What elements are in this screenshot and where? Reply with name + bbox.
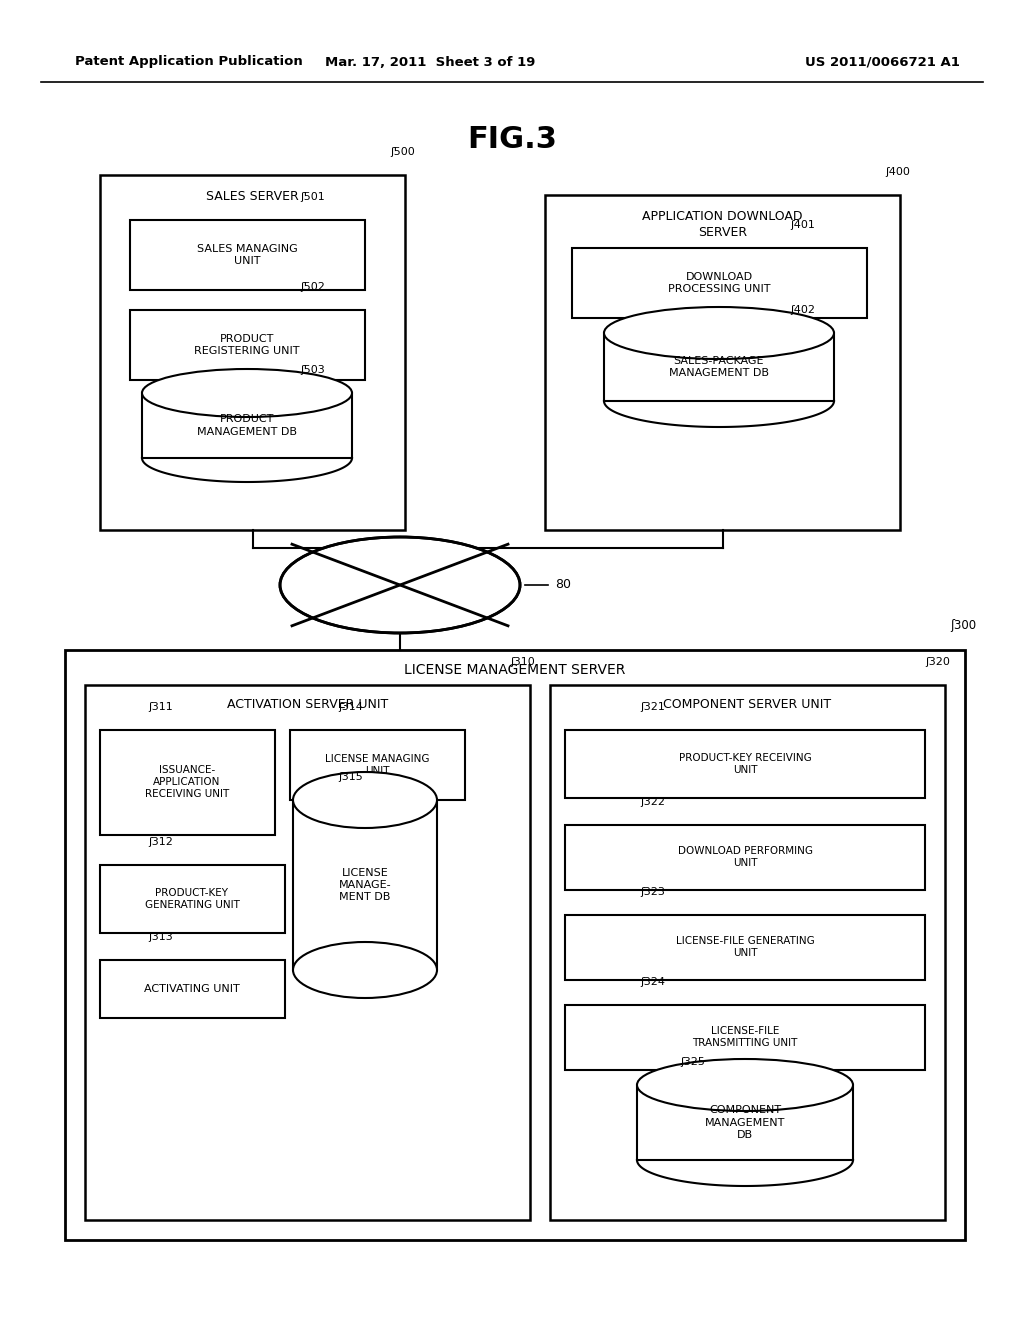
- Text: 80: 80: [555, 578, 571, 591]
- Text: Patent Application Publication: Patent Application Publication: [75, 55, 303, 69]
- Text: ʃ503: ʃ503: [300, 366, 325, 375]
- Text: LICENSE MANAGING
UNIT: LICENSE MANAGING UNIT: [325, 754, 429, 776]
- Text: COMPONENT
MANAGEMENT
DB: COMPONENT MANAGEMENT DB: [705, 1105, 785, 1140]
- Text: PRODUCT
MANAGEMENT DB: PRODUCT MANAGEMENT DB: [197, 414, 297, 437]
- Text: ISSUANCE-
APPLICATION
RECEIVING UNIT: ISSUANCE- APPLICATION RECEIVING UNIT: [144, 764, 229, 800]
- Ellipse shape: [637, 1059, 853, 1111]
- Text: FIG.3: FIG.3: [467, 125, 557, 154]
- Text: PRODUCT-KEY RECEIVING
UNIT: PRODUCT-KEY RECEIVING UNIT: [679, 752, 811, 775]
- Text: DOWNLOAD PERFORMING
UNIT: DOWNLOAD PERFORMING UNIT: [678, 846, 812, 869]
- Bar: [100, 865, 285, 933]
- Bar: [565, 1005, 925, 1071]
- Ellipse shape: [293, 772, 437, 828]
- Text: ʃ500: ʃ500: [390, 147, 415, 157]
- Bar: [565, 915, 925, 979]
- Text: Mar. 17, 2011  Sheet 3 of 19: Mar. 17, 2011 Sheet 3 of 19: [325, 55, 536, 69]
- Text: ʃ502: ʃ502: [300, 282, 325, 292]
- Text: PRODUCT-KEY
GENERATING UNIT: PRODUCT-KEY GENERATING UNIT: [144, 888, 240, 911]
- Text: ʃ320: ʃ320: [925, 657, 950, 667]
- Text: ʃ310: ʃ310: [510, 657, 535, 667]
- Text: ʃ323: ʃ323: [640, 887, 665, 898]
- Text: ACTIVATING UNIT: ACTIVATING UNIT: [144, 983, 240, 994]
- Bar: [293, 800, 437, 970]
- Text: ʃ312: ʃ312: [148, 837, 173, 847]
- Text: ʃ324: ʃ324: [640, 977, 665, 987]
- Ellipse shape: [293, 942, 437, 998]
- Bar: [572, 248, 867, 318]
- Bar: [130, 310, 365, 380]
- Bar: [565, 730, 925, 799]
- Bar: [65, 649, 965, 1239]
- Text: US 2011/0066721 A1: US 2011/0066721 A1: [805, 55, 961, 69]
- Text: LICENSE-FILE GENERATING
UNIT: LICENSE-FILE GENERATING UNIT: [676, 936, 814, 958]
- Text: PRODUCT
REGISTERING UNIT: PRODUCT REGISTERING UNIT: [195, 334, 300, 356]
- Text: ʃ501: ʃ501: [300, 191, 325, 202]
- Text: ʃ313: ʃ313: [148, 932, 173, 942]
- Text: LICENSE
MANAGE-
MENT DB: LICENSE MANAGE- MENT DB: [339, 867, 391, 903]
- Text: SALES-PACKAGE
MANAGEMENT DB: SALES-PACKAGE MANAGEMENT DB: [669, 356, 769, 379]
- Text: SALES SERVER: SALES SERVER: [206, 190, 299, 203]
- Bar: [100, 960, 285, 1018]
- Ellipse shape: [604, 308, 834, 359]
- Bar: [290, 730, 465, 800]
- Bar: [545, 195, 900, 531]
- Text: ʃ402: ʃ402: [790, 305, 815, 315]
- Text: ʃ325: ʃ325: [680, 1057, 705, 1067]
- Ellipse shape: [142, 370, 352, 417]
- Bar: [565, 825, 925, 890]
- Ellipse shape: [280, 537, 520, 634]
- Text: ʃ300: ʃ300: [950, 619, 976, 632]
- Bar: [100, 176, 406, 531]
- Text: ʃ321: ʃ321: [640, 702, 665, 711]
- Text: LICENSE MANAGEMENT SERVER: LICENSE MANAGEMENT SERVER: [404, 663, 626, 677]
- Text: ʃ315: ʃ315: [338, 772, 362, 781]
- Bar: [100, 730, 275, 836]
- Text: LICENSE-FILE
TRANSMITTING UNIT: LICENSE-FILE TRANSMITTING UNIT: [692, 1026, 798, 1048]
- Text: ʃ322: ʃ322: [640, 797, 665, 807]
- Text: ACTIVATION SERVER UNIT: ACTIVATION SERVER UNIT: [227, 698, 388, 711]
- Text: DOWNLOAD
PROCESSING UNIT: DOWNLOAD PROCESSING UNIT: [668, 272, 770, 294]
- Bar: [130, 220, 365, 290]
- Text: SALES MANAGING
UNIT: SALES MANAGING UNIT: [197, 244, 297, 267]
- Text: ʃ400: ʃ400: [885, 168, 910, 177]
- Text: COMPONENT SERVER UNIT: COMPONENT SERVER UNIT: [664, 698, 831, 711]
- Text: APPLICATION DOWNLOAD
SERVER: APPLICATION DOWNLOAD SERVER: [642, 210, 803, 239]
- Text: ʃ311: ʃ311: [148, 702, 173, 711]
- Text: ʃ401: ʃ401: [790, 220, 815, 230]
- Bar: [85, 685, 530, 1220]
- Text: ʃ314: ʃ314: [338, 702, 362, 711]
- Bar: [550, 685, 945, 1220]
